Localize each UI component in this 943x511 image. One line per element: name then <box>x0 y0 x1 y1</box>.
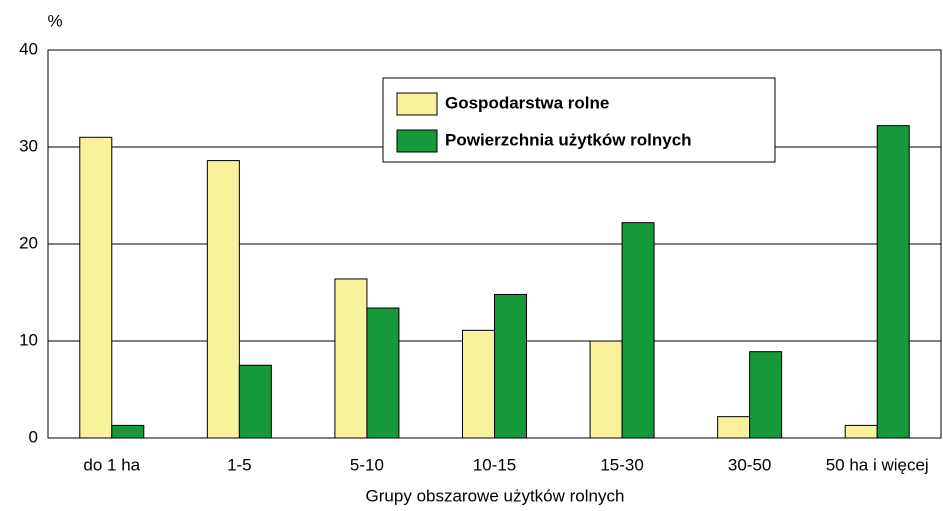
y-tick-label: 10 <box>19 330 38 349</box>
bar <box>366 307 400 439</box>
legend-swatch <box>396 129 438 153</box>
legend-box <box>382 77 776 163</box>
bar <box>844 424 878 439</box>
x-tick-label: 10-15 <box>473 455 516 474</box>
bar <box>111 424 145 439</box>
bar <box>749 351 783 439</box>
x-axis-label: Grupy obszarowe użytków rolnych <box>366 486 625 505</box>
bar <box>589 340 623 439</box>
bar <box>206 160 240 439</box>
bar <box>238 364 272 439</box>
bar <box>717 416 751 439</box>
bar <box>462 329 495 439</box>
x-tick-label: 15-30 <box>600 455 643 474</box>
x-tick-label: 30-50 <box>728 455 771 474</box>
bar <box>621 222 655 439</box>
bar <box>79 136 113 439</box>
y-tick-label: 40 <box>19 39 38 58</box>
legend-swatch <box>396 92 438 116</box>
legend-label: Powierzchnia użytków rolnych <box>445 130 692 149</box>
x-tick-label: do 1 ha <box>83 455 140 474</box>
bar <box>494 293 527 439</box>
legend-label: Gospodarstwa rolne <box>445 93 609 112</box>
bar <box>876 125 910 439</box>
y-tick-label: 30 <box>19 136 38 155</box>
bar <box>334 278 368 439</box>
y-tick-label: 0 <box>29 427 38 446</box>
y-axis-label: % <box>47 11 62 30</box>
y-tick-label: 20 <box>19 233 38 252</box>
x-tick-label: 1-5 <box>227 455 252 474</box>
x-tick-label: 5-10 <box>350 455 384 474</box>
x-tick-label: 50 ha i więcej <box>826 455 929 474</box>
